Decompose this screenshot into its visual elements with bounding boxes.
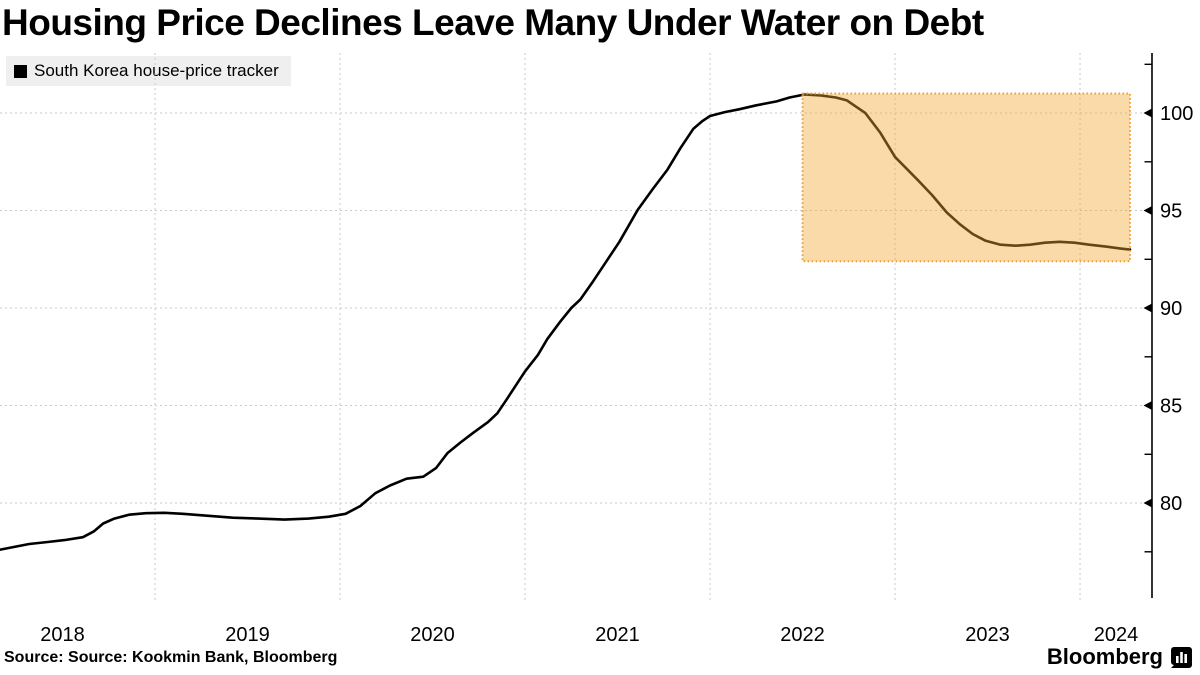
x-tick-label: 2024 — [1094, 624, 1139, 646]
bloomberg-logo: Bloomberg — [1047, 644, 1192, 670]
bloomberg-bar-chart-icon — [1171, 646, 1192, 668]
x-tick-label: 2023 — [965, 624, 1010, 646]
y-tick-arrow-icon — [1143, 206, 1152, 216]
x-tick-label: 2019 — [225, 624, 270, 646]
legend: South Korea house-price tracker — [6, 56, 291, 86]
bloomberg-wordmark: Bloomberg — [1046, 644, 1163, 669]
y-tick-arrow-icon — [1143, 498, 1152, 508]
y-tick-label: 80 — [1160, 493, 1182, 515]
x-tick-label: 2020 — [410, 624, 455, 646]
x-tick-label: 2018 — [40, 624, 85, 646]
highlight-region — [801, 92, 1131, 263]
y-tick-arrow-icon — [1143, 303, 1152, 313]
y-tick-label: 95 — [1160, 201, 1182, 223]
y-tick-arrow-icon — [1143, 108, 1152, 118]
y-tick-arrow-icon — [1143, 401, 1152, 411]
y-tick-label: 90 — [1160, 298, 1182, 320]
series-line — [0, 93, 1132, 552]
chart-title: Housing Price Declines Leave Many Under … — [2, 2, 984, 43]
x-tick-label: 2021 — [595, 624, 640, 646]
legend-label: South Korea house-price tracker — [34, 61, 279, 80]
x-tick-label: 2022 — [780, 624, 825, 646]
source-note: Source: Source: Kookmin Bank, Bloomberg — [4, 649, 338, 666]
y-tick-label: 85 — [1160, 396, 1182, 418]
legend-swatch-icon — [14, 64, 27, 78]
y-tick-label: 100 — [1160, 103, 1193, 125]
